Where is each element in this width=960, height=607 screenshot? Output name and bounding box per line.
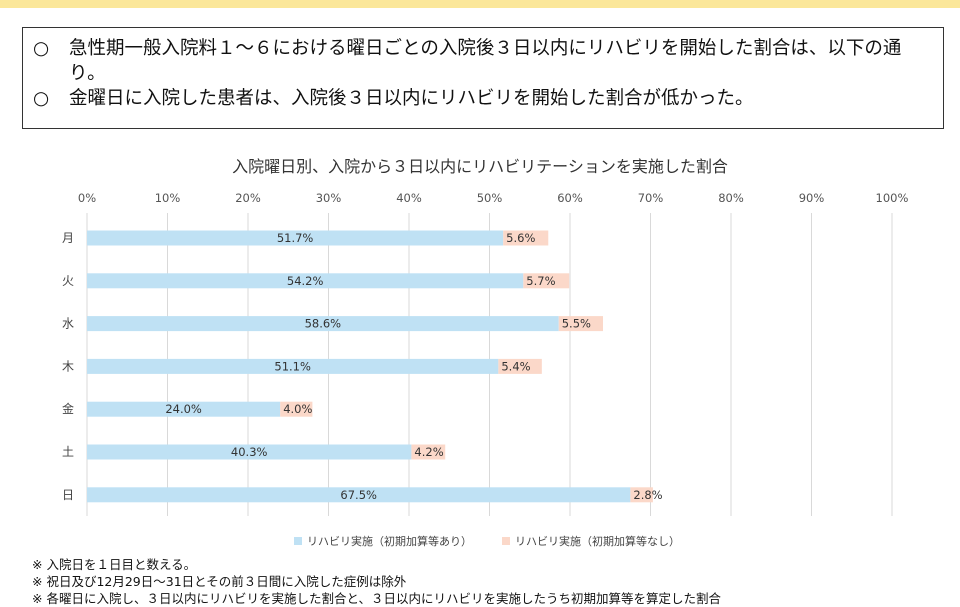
x-tick-label: 30% [316, 191, 342, 205]
bar-without-addition [498, 358, 542, 374]
data-label: 4.2% [414, 445, 443, 459]
bar-with-addition [87, 230, 504, 246]
category-label: 日 [62, 488, 74, 502]
bar-without-addition [630, 487, 653, 503]
bar-without-addition [411, 444, 446, 460]
footnote: ※ 祝日及び12月29日～31日とその前３日間に入院した症例は除外 [32, 574, 407, 589]
data-label: 51.7% [277, 231, 314, 245]
bar-without-addition [523, 273, 570, 289]
x-tick-label: 80% [718, 191, 744, 205]
category-label: 土 [62, 445, 74, 459]
summary-bullet-2: ○ 金曜日に入院した患者は、入院後３日以内にリハビリを開始した割合が低かった。 [33, 86, 933, 111]
x-tick-label: 60% [557, 191, 583, 205]
legend-label: リハビリ実施（初期加算等なし） [515, 535, 680, 548]
summary-text-2: 金曜日に入院した患者は、入院後３日以内にリハビリを開始した割合が低かった。 [69, 88, 754, 109]
x-tick-label: 10% [155, 191, 181, 205]
data-label: 4.0% [283, 402, 312, 416]
legend-label: リハビリ実施（初期加算等あり） [307, 535, 472, 548]
data-label: 5.7% [526, 274, 555, 288]
legend-item-without-addition: リハビリ実施（初期加算等なし） [502, 533, 680, 549]
bar-chart: 0% 10% 20% 30% 40% 50% 60% 70% 80% 90% 100% 月 51.7% 5… [62, 191, 909, 516]
bar-with-addition [87, 273, 524, 289]
x-tick-label: 70% [638, 191, 664, 205]
x-tick-label: 100% [876, 191, 909, 205]
bar-with-addition [87, 316, 559, 332]
data-label: 5.5% [562, 317, 591, 331]
bullet-circle: ○ [33, 38, 50, 59]
summary-bullet-1: ○ 急性期一般入院料１～６における曜日ごとの入院後３日以内にリハビリを開始した割… [33, 36, 933, 86]
data-label: 40.3% [231, 445, 268, 459]
summary-text-1: 急性期一般入院料１～６における曜日ごとの入院後３日以内にリハビリを開始した割合は… [69, 38, 902, 84]
data-label: 58.6% [305, 317, 342, 331]
data-label: 5.6% [506, 231, 535, 245]
category-label: 月 [62, 231, 74, 245]
category-label: 水 [62, 317, 74, 331]
bar-with-addition [87, 444, 412, 460]
x-tick-label: 40% [396, 191, 422, 205]
footnotes: ※ 入院日を１日目と数える。 ※ 祝日及び12月29日～31日とその前３日間に入… [32, 556, 721, 607]
category-label: 金 [62, 401, 74, 416]
x-tick-label: 90% [799, 191, 825, 205]
footnote: ※ 入院日を１日目と数える。 [32, 557, 197, 572]
x-tick-label: 50% [477, 191, 503, 205]
bar-with-addition [87, 358, 499, 374]
data-label: 67.5% [340, 488, 377, 502]
category-label: 火 [62, 274, 74, 288]
bar-without-addition [280, 401, 313, 417]
x-tick-label: 0% [78, 191, 96, 205]
data-label: 2.8% [633, 488, 662, 502]
top-accent-band [0, 0, 960, 8]
legend-swatch [502, 537, 510, 545]
data-label: 24.0% [165, 402, 202, 416]
summary-box: ○ 急性期一般入院料１～６における曜日ごとの入院後３日以内にリハビリを開始した割… [22, 27, 944, 129]
data-label: 51.1% [274, 359, 311, 373]
footnote: ※ 各曜日に入院し、３日以内にリハビリを実施した割合と、３日以内にリハビリを実施… [32, 591, 721, 606]
bar-with-addition [87, 487, 631, 503]
chart-legend: リハビリ実施（初期加算等あり） リハビリ実施（初期加算等なし） [294, 533, 680, 549]
bullet-circle: ○ [33, 88, 50, 109]
chart-title: 入院曜日別、入院から３日以内にリハビリテーションを実施した割合 [232, 157, 728, 176]
bar-with-addition [87, 401, 281, 417]
legend-swatch [294, 537, 302, 545]
bar-without-addition [503, 230, 549, 246]
legend-item-with-addition: リハビリ実施（初期加算等あり） [294, 533, 472, 549]
bar-without-addition [558, 316, 604, 332]
x-tick-label: 20% [235, 191, 261, 205]
category-label: 木 [62, 359, 74, 373]
data-label: 54.2% [287, 274, 324, 288]
data-label: 5.4% [501, 359, 530, 373]
